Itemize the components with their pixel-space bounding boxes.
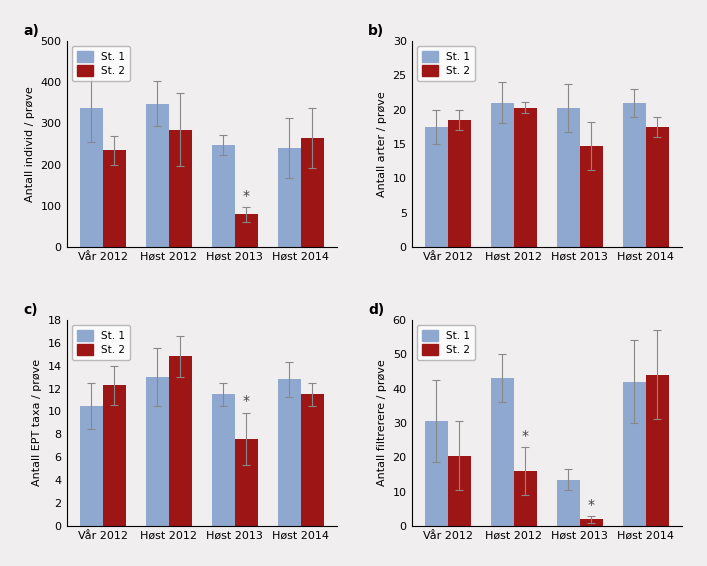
Legend: St. 1, St. 2: St. 1, St. 2 xyxy=(71,46,130,82)
Bar xyxy=(278,148,300,247)
Bar xyxy=(146,104,169,247)
Bar xyxy=(448,120,471,247)
Y-axis label: Antall filtrerere / prøve: Antall filtrerere / prøve xyxy=(377,359,387,486)
Bar xyxy=(425,127,448,247)
Bar xyxy=(556,108,580,247)
Bar xyxy=(514,471,537,526)
Text: d): d) xyxy=(368,303,385,317)
Text: *: * xyxy=(522,429,529,443)
Bar xyxy=(103,150,126,247)
Bar xyxy=(623,103,645,247)
Bar xyxy=(623,381,645,526)
Bar xyxy=(169,130,192,247)
Text: c): c) xyxy=(23,303,38,317)
Y-axis label: Antall EPT taxa / prøve: Antall EPT taxa / prøve xyxy=(32,359,42,486)
Bar xyxy=(425,421,448,526)
Text: *: * xyxy=(588,498,595,512)
Bar xyxy=(211,395,235,526)
Bar xyxy=(645,375,669,526)
Bar xyxy=(278,379,300,526)
Legend: St. 1, St. 2: St. 1, St. 2 xyxy=(71,325,130,360)
Bar xyxy=(580,146,603,247)
Bar xyxy=(448,456,471,526)
Bar xyxy=(580,519,603,526)
Bar xyxy=(80,406,103,526)
Bar xyxy=(80,108,103,247)
Bar xyxy=(514,108,537,247)
Bar xyxy=(491,103,514,247)
Bar xyxy=(556,480,580,526)
Bar xyxy=(103,385,126,526)
Bar xyxy=(235,439,258,526)
Text: a): a) xyxy=(23,24,39,38)
Bar xyxy=(300,138,324,247)
Y-axis label: Antall arter / prøve: Antall arter / prøve xyxy=(377,91,387,197)
Legend: St. 1, St. 2: St. 1, St. 2 xyxy=(416,325,475,360)
Bar xyxy=(300,395,324,526)
Legend: St. 1, St. 2: St. 1, St. 2 xyxy=(416,46,475,82)
Text: b): b) xyxy=(368,24,385,38)
Bar xyxy=(169,357,192,526)
Text: *: * xyxy=(243,188,250,203)
Text: *: * xyxy=(243,395,250,409)
Bar xyxy=(211,145,235,247)
Bar xyxy=(146,377,169,526)
Bar xyxy=(645,127,669,247)
Bar xyxy=(491,378,514,526)
Y-axis label: Antall individ / prøve: Antall individ / prøve xyxy=(25,86,35,202)
Bar xyxy=(235,215,258,247)
